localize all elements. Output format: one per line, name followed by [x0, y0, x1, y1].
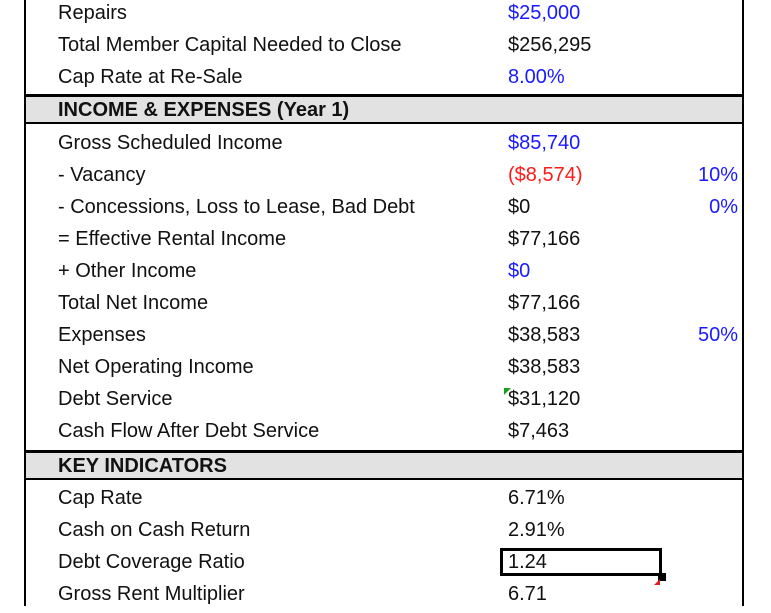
vacancy-row[interactable]: - Vacancy ($8,574) 10%	[26, 162, 742, 194]
income-expenses-section-header: INCOME & EXPENSES (Year 1)	[26, 94, 742, 124]
cap-rate-row[interactable]: Cap Rate 6.71%	[26, 485, 742, 517]
vacancy-percent: 10%	[697, 164, 738, 186]
cash-flow-after-debt-label: Cash Flow After Debt Service	[58, 420, 320, 442]
error-indicator-icon	[654, 579, 660, 585]
net-operating-income-value: $38,583	[508, 356, 581, 378]
gross-scheduled-income-label: Gross Scheduled Income	[58, 132, 283, 154]
debt-service-value: $31,120	[508, 388, 581, 410]
cap-rate-label: Cap Rate	[58, 487, 143, 509]
cap-rate-value: 6.71%	[508, 487, 565, 509]
concessions-percent: 0%	[709, 196, 738, 218]
gross-rent-multiplier-label: Gross Rent Multiplier	[58, 583, 245, 605]
expenses-row[interactable]: Expenses $38,583 50%	[26, 322, 742, 354]
expenses-value: $38,583	[508, 324, 581, 346]
total-member-capital-row[interactable]: Total Member Capital Needed to Close $25…	[26, 32, 742, 64]
vacancy-value: ($8,574)	[508, 164, 583, 186]
debt-service-label: Debt Service	[58, 388, 173, 410]
income-expenses-title: INCOME & EXPENSES (Year 1)	[58, 99, 350, 121]
total-member-capital-value: $256,295	[508, 34, 592, 56]
cap-rate-resale-row[interactable]: Cap Rate at Re-Sale 8.00%	[26, 64, 742, 96]
repairs-value: $25,000	[508, 2, 581, 24]
spreadsheet-grid: Repairs $25,000 Total Member Capital Nee…	[24, 0, 744, 606]
gross-scheduled-income-row[interactable]: Gross Scheduled Income $85,740	[26, 130, 742, 162]
repairs-row[interactable]: Repairs $25,000	[26, 0, 742, 32]
expenses-label: Expenses	[58, 324, 146, 346]
cap-rate-resale-label: Cap Rate at Re-Sale	[58, 66, 243, 88]
other-income-value: $0	[508, 260, 531, 282]
debt-coverage-ratio-label: Debt Coverage Ratio	[58, 551, 245, 573]
repairs-label: Repairs	[58, 2, 127, 24]
gross-rent-multiplier-row[interactable]: Gross Rent Multiplier 6.71	[26, 581, 742, 613]
gross-scheduled-income-value: $85,740	[508, 132, 581, 154]
vacancy-label: - Vacancy	[58, 164, 146, 186]
comment-indicator-icon	[504, 388, 511, 395]
other-income-row[interactable]: + Other Income $0	[26, 258, 742, 290]
fill-handle[interactable]	[658, 573, 666, 581]
concessions-row[interactable]: - Concessions, Loss to Lease, Bad Debt $…	[26, 194, 742, 226]
debt-service-row[interactable]: Debt Service $31,120	[26, 386, 742, 418]
total-net-income-value: $77,166	[508, 292, 581, 314]
effective-rental-income-row[interactable]: = Effective Rental Income $77,166	[26, 226, 742, 258]
gross-rent-multiplier-value: 6.71	[508, 583, 547, 605]
cash-flow-after-debt-row[interactable]: Cash Flow After Debt Service $7,463	[26, 418, 742, 450]
effective-rental-income-value: $77,166	[508, 228, 581, 250]
effective-rental-income-label: = Effective Rental Income	[58, 228, 287, 250]
active-cell-selection[interactable]	[500, 548, 662, 576]
total-net-income-row[interactable]: Total Net Income $77,166	[26, 290, 742, 322]
total-net-income-label: Total Net Income	[58, 292, 209, 314]
key-indicators-title: KEY INDICATORS	[58, 455, 227, 477]
expenses-percent: 50%	[697, 324, 738, 346]
key-indicators-section-header: KEY INDICATORS	[26, 450, 742, 480]
cap-rate-resale-value: 8.00%	[508, 66, 565, 88]
concessions-label: - Concessions, Loss to Lease, Bad Debt	[58, 196, 415, 218]
cash-on-cash-row[interactable]: Cash on Cash Return 2.91%	[26, 517, 742, 549]
other-income-label: + Other Income	[58, 260, 197, 282]
cash-flow-after-debt-value: $7,463	[508, 420, 570, 442]
net-operating-income-row[interactable]: Net Operating Income $38,583	[26, 354, 742, 386]
debt-coverage-ratio-value: 1.24	[508, 551, 547, 573]
debt-coverage-ratio-row[interactable]: Debt Coverage Ratio 1.24	[26, 549, 742, 581]
net-operating-income-label: Net Operating Income	[58, 356, 254, 378]
concessions-value: $0	[508, 196, 531, 218]
cash-on-cash-label: Cash on Cash Return	[58, 519, 251, 541]
total-member-capital-label: Total Member Capital Needed to Close	[58, 34, 402, 56]
cash-on-cash-value: 2.91%	[508, 519, 565, 541]
